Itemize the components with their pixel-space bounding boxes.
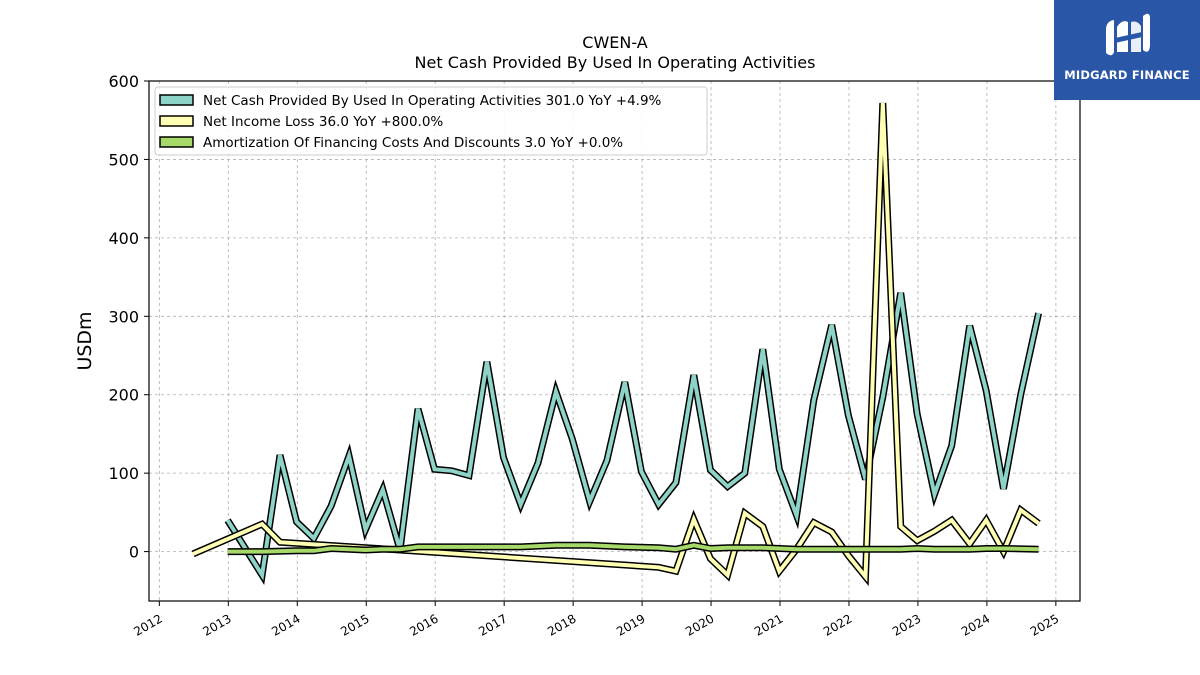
series-2 — [191, 102, 1041, 587]
chart-title: CWEN-A — [582, 33, 647, 52]
brand-logo: MIDGARD FINANCE — [1054, 0, 1200, 100]
y-tick-label: 500 — [108, 150, 139, 169]
legend-label: Amortization Of Financing Costs And Disc… — [203, 135, 623, 151]
x-tick-label: 2017 — [476, 611, 509, 638]
x-tick-label: 2016 — [407, 611, 440, 638]
plot-frame — [148, 80, 1081, 602]
brand-name: MIDGARD FINANCE — [1064, 68, 1190, 82]
x-tick-label: 2022 — [821, 611, 854, 638]
series-outline — [191, 102, 1041, 587]
legend-swatch — [159, 115, 194, 127]
x-tick-label: 2023 — [890, 611, 923, 638]
y-tick-label: 0 — [129, 543, 139, 562]
series-line — [227, 543, 1039, 554]
logo-mark-icon — [1106, 13, 1150, 56]
legend-label: Net Income Loss 36.0 YoY +800.0% — [203, 114, 443, 130]
x-tick-label: 2012 — [131, 611, 164, 638]
legend-swatch — [159, 136, 194, 148]
legend-frame — [154, 86, 708, 156]
x-tick-label: 2025 — [1028, 611, 1061, 638]
series-3 — [227, 541, 1039, 556]
series-line — [192, 102, 1040, 583]
y-tick-label: 400 — [108, 229, 139, 248]
y-axis-label: USDm — [74, 311, 96, 370]
chart-subtitle: Net Cash Provided By Used In Operating A… — [415, 53, 816, 72]
x-tick-label: 2015 — [338, 611, 371, 638]
x-tick-label: 2021 — [752, 611, 785, 638]
x-tick-label: 2014 — [269, 611, 302, 638]
y-tick-label: 600 — [108, 72, 139, 91]
legend-swatch — [159, 94, 194, 106]
grid — [149, 80, 1080, 601]
x-tick-label: 2013 — [200, 611, 233, 638]
series-lines — [191, 102, 1043, 587]
x-tick-label: 2020 — [683, 611, 716, 638]
series-1 — [224, 292, 1043, 585]
y-tick-label: 300 — [108, 307, 139, 326]
series-line — [225, 292, 1041, 581]
legend: Net Cash Provided By Used In Operating A… — [154, 86, 708, 156]
y-tick-label: 200 — [108, 386, 139, 405]
y-tick-label: 100 — [108, 464, 139, 483]
x-tick-label: 2024 — [959, 611, 992, 638]
x-tick-label: 2019 — [614, 611, 647, 638]
x-tick-label: 2018 — [545, 611, 578, 638]
legend-label: Net Cash Provided By Used In Operating A… — [203, 93, 662, 109]
